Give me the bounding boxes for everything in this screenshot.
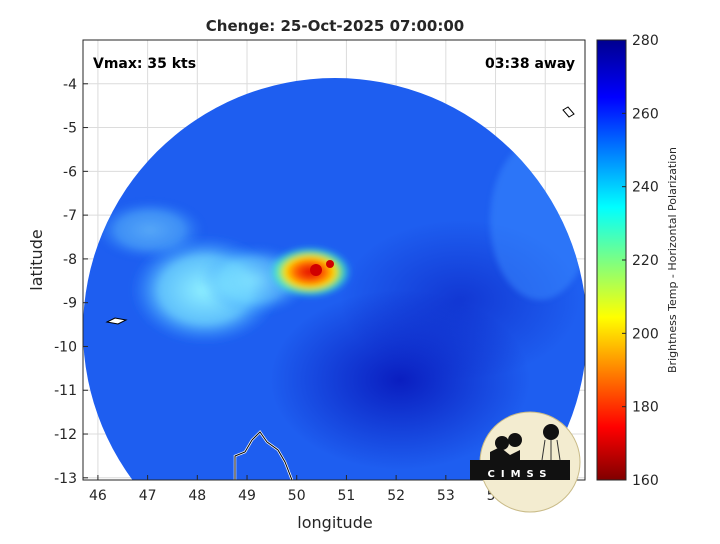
plot-title: Chenge: 25-Oct-2025 07:00:00: [206, 17, 464, 35]
away-label: 03:38 away: [485, 56, 575, 72]
x-tick-label: 49: [238, 488, 256, 504]
cimss-logo: CIMSS: [470, 411, 581, 513]
island: [105, 317, 128, 325]
microwave-image: [83, 78, 585, 480]
y-tick-label: -12: [54, 427, 77, 443]
axes-box: [82, 39, 586, 481]
colorbar-tick-label: 280: [632, 33, 659, 49]
y-tick-label: -13: [54, 471, 77, 487]
x-tick-label: 47: [139, 488, 157, 504]
colorbar: [596, 39, 627, 481]
colorbar-tick-label: 180: [632, 400, 659, 416]
y-axis-label: latitude: [27, 229, 46, 290]
x-tick-label: 51: [338, 488, 356, 504]
colorbar-tick-label: 160: [632, 473, 659, 489]
x-tick-label: 53: [437, 488, 455, 504]
colorbar-tick-label: 220: [632, 253, 659, 269]
x-tick-label: 46: [89, 488, 107, 504]
x-tick-label: 48: [188, 488, 206, 504]
x-tick-label: 50: [288, 488, 306, 504]
y-tick-label: -6: [63, 164, 77, 180]
colorbar-tick-label: 260: [632, 106, 659, 122]
y-tick-label: -7: [63, 208, 77, 224]
y-tick-label: -9: [63, 296, 77, 312]
y-tick-label: -11: [54, 383, 77, 399]
svg-text:CIMSS: CIMSS: [488, 469, 553, 480]
vmax-label: Vmax: 35 kts: [93, 56, 196, 72]
x-tick-label: 52: [387, 488, 405, 504]
colorbar-tick-label: 200: [632, 326, 659, 342]
colorbar-tick-label: 240: [632, 180, 659, 196]
colorbar-label: Brightness Temp - Horizontal Polarizatio…: [666, 147, 679, 373]
x-axis-label: longitude: [297, 513, 372, 532]
island: [562, 106, 575, 118]
y-tick-label: -10: [54, 339, 77, 355]
y-tick-label: -4: [63, 77, 77, 93]
y-tick-label: -5: [63, 121, 77, 137]
y-tick-label: -8: [63, 252, 77, 268]
